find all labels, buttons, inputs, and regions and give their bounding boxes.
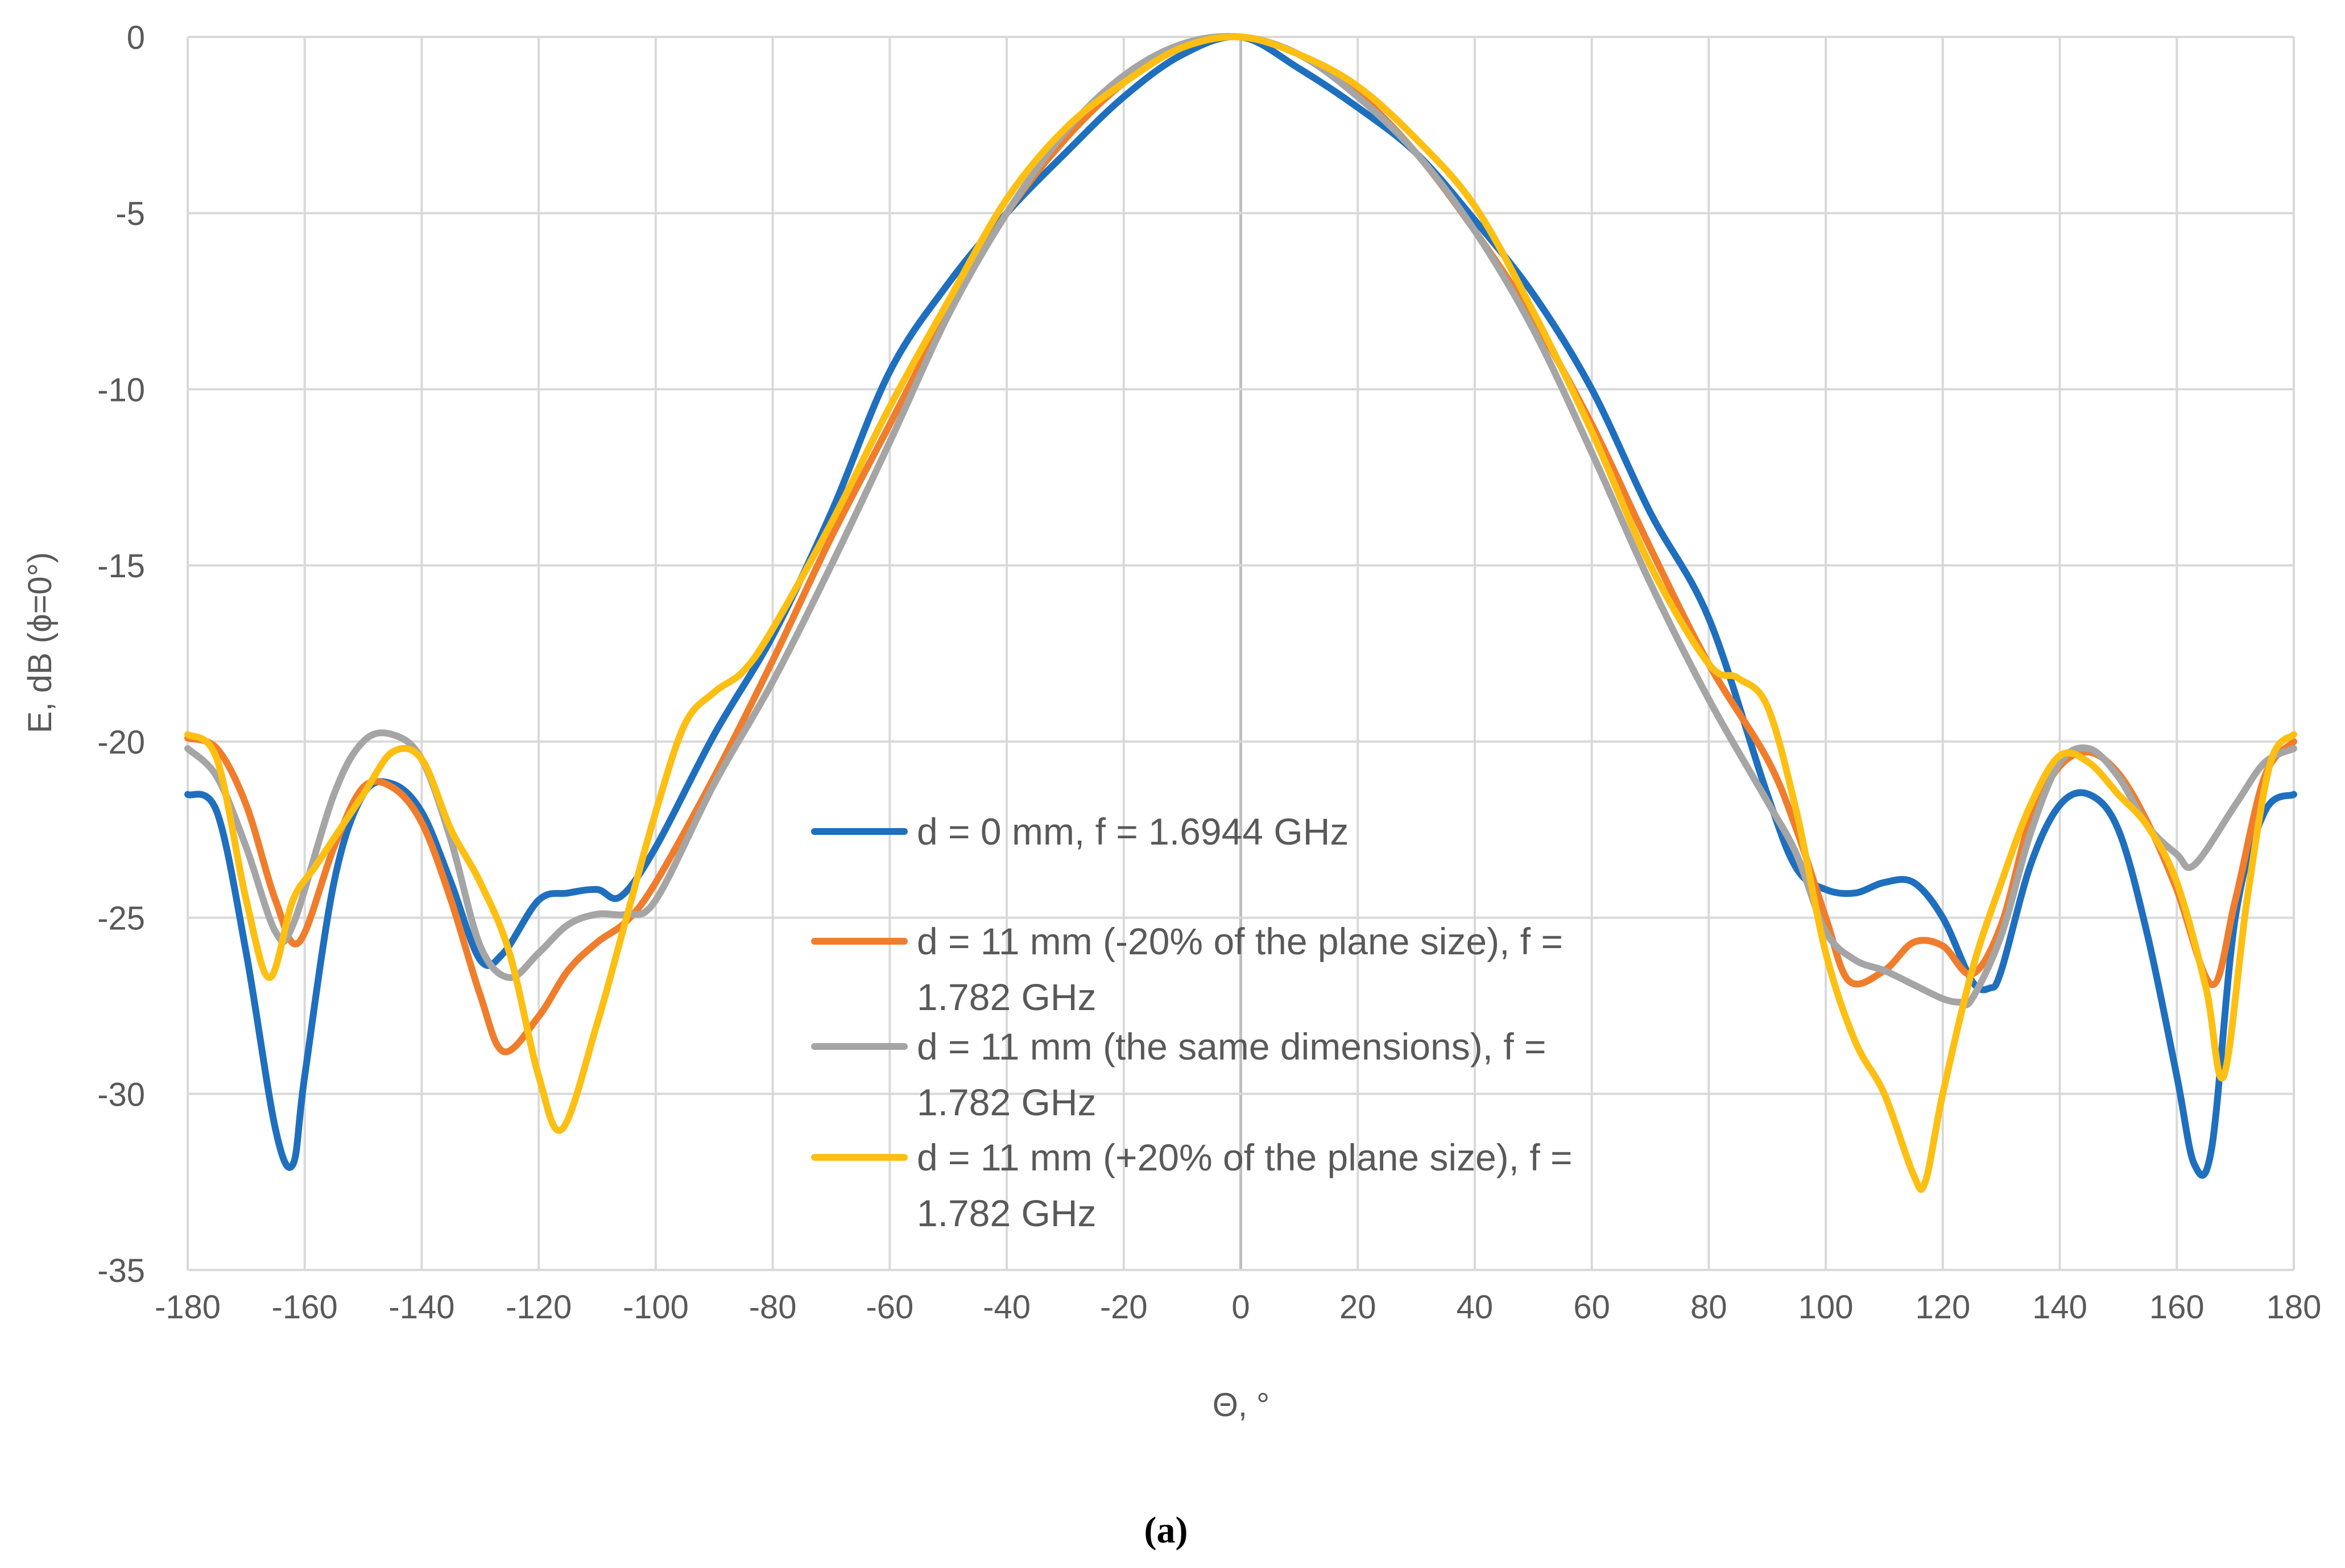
figure-caption: (a) bbox=[1144, 1509, 1188, 1551]
legend-label: d = 0 mm, f = 1.6944 GHz bbox=[917, 810, 1349, 853]
x-tick-label: 40 bbox=[1457, 1289, 1494, 1326]
x-tick-label: -180 bbox=[155, 1289, 221, 1326]
x-tick-label: 20 bbox=[1339, 1289, 1376, 1326]
x-tick-label: -80 bbox=[749, 1289, 797, 1326]
legend-label: 1.782 GHz bbox=[917, 1192, 1097, 1234]
x-tick-label: -160 bbox=[272, 1289, 338, 1326]
x-tick-label: 140 bbox=[2032, 1289, 2087, 1326]
y-tick-label: -25 bbox=[97, 900, 145, 937]
x-tick-label: -20 bbox=[1100, 1289, 1148, 1326]
y-tick-label: -5 bbox=[115, 196, 145, 233]
tick-labels: -180 -160 -140 -120 -100 -80 -60 -40 -20 0 20 40 60 8… bbox=[97, 19, 2321, 1326]
x-tick-label: -100 bbox=[623, 1289, 689, 1326]
x-tick-label: 120 bbox=[1915, 1289, 1970, 1326]
y-tick-label: -10 bbox=[97, 371, 145, 408]
legend-label: 1.782 GHz bbox=[917, 1081, 1097, 1123]
x-tick-label: -40 bbox=[983, 1289, 1031, 1326]
y-tick-label: -20 bbox=[97, 724, 145, 761]
legend-label: d = 11 mm (-20% of the plane size), f = bbox=[917, 920, 1563, 962]
legend-label: d = 11 mm (+20% of the plane size), f = bbox=[917, 1136, 1573, 1178]
x-tick-label: 180 bbox=[2267, 1289, 2322, 1326]
x-tick-label: 80 bbox=[1690, 1289, 1727, 1326]
x-axis-title: Θ, ° bbox=[1213, 1387, 1270, 1424]
x-tick-label: 60 bbox=[1573, 1289, 1610, 1326]
series-lines bbox=[184, 33, 2297, 1193]
y-tick-label: -30 bbox=[97, 1076, 145, 1113]
x-tick-label: 100 bbox=[1798, 1289, 1854, 1326]
x-tick-label: -140 bbox=[388, 1289, 454, 1326]
y-tick-label: -15 bbox=[97, 548, 145, 585]
y-tick-label: -35 bbox=[97, 1252, 145, 1289]
legend-label: 1.782 GHz bbox=[917, 976, 1097, 1018]
legend-label: d = 11 mm (the same dimensions), f = bbox=[917, 1025, 1546, 1068]
y-tick-label: 0 bbox=[127, 19, 145, 56]
x-tick-label: 160 bbox=[2149, 1289, 2205, 1326]
x-tick-label: 0 bbox=[1231, 1289, 1250, 1326]
grid-lines bbox=[187, 36, 2295, 1271]
series-line-4 bbox=[184, 33, 2297, 1193]
x-tick-label: -60 bbox=[866, 1289, 913, 1326]
x-tick-label: -120 bbox=[506, 1289, 572, 1326]
legend: d = 0 mm, f = 1.6944 GHz d = 11 mm (-20% … bbox=[811, 810, 1573, 1234]
y-axis-title: E, dB (ϕ=0°) bbox=[22, 552, 59, 733]
series-line-1 bbox=[184, 33, 2297, 1179]
